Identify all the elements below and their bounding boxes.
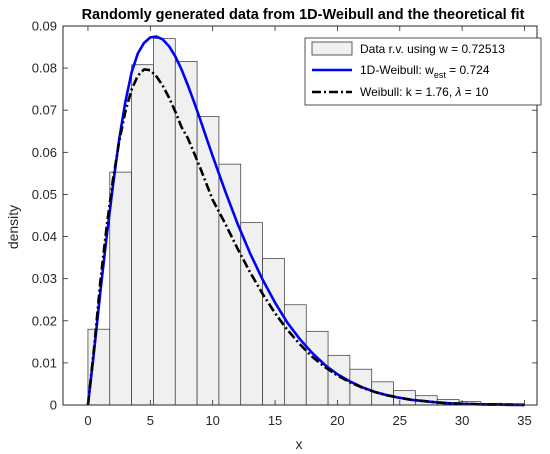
fit-curves bbox=[86, 35, 525, 407]
x-tick-label: 25 bbox=[393, 413, 407, 428]
x-tick-label: 30 bbox=[455, 413, 469, 428]
x-tick-label: 20 bbox=[330, 413, 344, 428]
y-tick-label: 0.06 bbox=[32, 145, 57, 160]
histogram-bar bbox=[284, 304, 307, 406]
plot-frame bbox=[62, 25, 538, 406]
legend-label-weibull-theoretical-main: Weibull: k = 1.76, bbox=[360, 85, 456, 99]
legend-swatch-histogram bbox=[311, 41, 353, 56]
histogram-bar bbox=[174, 61, 198, 406]
x-axis-ticks: 0 5 10 15 20 25 30 35 bbox=[84, 26, 532, 428]
y-axis-label: density bbox=[5, 205, 21, 249]
legend-label-histogram: Data r.v. using w = 0.72513 bbox=[360, 42, 505, 56]
x-tick-label: 15 bbox=[268, 413, 282, 428]
x-axis-label: x bbox=[296, 436, 303, 452]
legend: Data r.v. using w = 0.72513 1D-Weibull: … bbox=[304, 37, 542, 106]
y-tick-label: 0.07 bbox=[32, 103, 57, 118]
legend-label-weibull-1d-main: 1D-Weibull: w bbox=[360, 63, 434, 77]
series-line-weibull-theoretical bbox=[86, 68, 525, 407]
legend-label-weibull-1d-tail: = 0.724 bbox=[446, 63, 490, 77]
series-line-weibull-1d bbox=[86, 35, 525, 407]
histogram-bar bbox=[196, 116, 220, 406]
histogram-bars bbox=[87, 38, 525, 406]
x-tick-label: 5 bbox=[147, 413, 154, 428]
y-tick-label: 0.01 bbox=[32, 355, 57, 370]
legend-label-weibull-1d: 1D-Weibull: west = 0.724 bbox=[360, 63, 490, 80]
y-tick-label: 0.09 bbox=[32, 19, 57, 34]
legend-label-weibull-1d-sub: est bbox=[434, 70, 447, 80]
legend-label-weibull-theoretical: Weibull: k = 1.76, λ = 10 bbox=[360, 85, 489, 99]
histogram-bar bbox=[109, 171, 132, 406]
x-tick-label: 0 bbox=[84, 413, 91, 428]
x-tick-label: 10 bbox=[205, 413, 219, 428]
y-tick-label: 0 bbox=[50, 398, 57, 413]
y-tick-label: 0.04 bbox=[32, 229, 57, 244]
histogram-bar bbox=[240, 222, 263, 406]
y-tick-label: 0.02 bbox=[32, 313, 57, 328]
y-tick-label: 0.08 bbox=[32, 61, 57, 76]
y-tick-label: 0.05 bbox=[32, 187, 57, 202]
y-axis-ticks: 0 0.01 0.02 0.03 0.04 0.05 0.06 0.07 0.08 0.09 bbox=[32, 19, 537, 413]
x-tick-label: 35 bbox=[517, 413, 531, 428]
histogram-bar bbox=[131, 64, 154, 406]
histogram-bar bbox=[262, 258, 285, 406]
histogram-bar bbox=[153, 38, 176, 406]
legend-label-lambda-symbol: λ bbox=[455, 85, 462, 99]
y-tick-label: 0.03 bbox=[32, 271, 57, 286]
legend-label-weibull-theoretical-tail: = 10 bbox=[461, 85, 488, 99]
chart-title: Randomly generated data from 1D-Weibull … bbox=[82, 7, 525, 23]
